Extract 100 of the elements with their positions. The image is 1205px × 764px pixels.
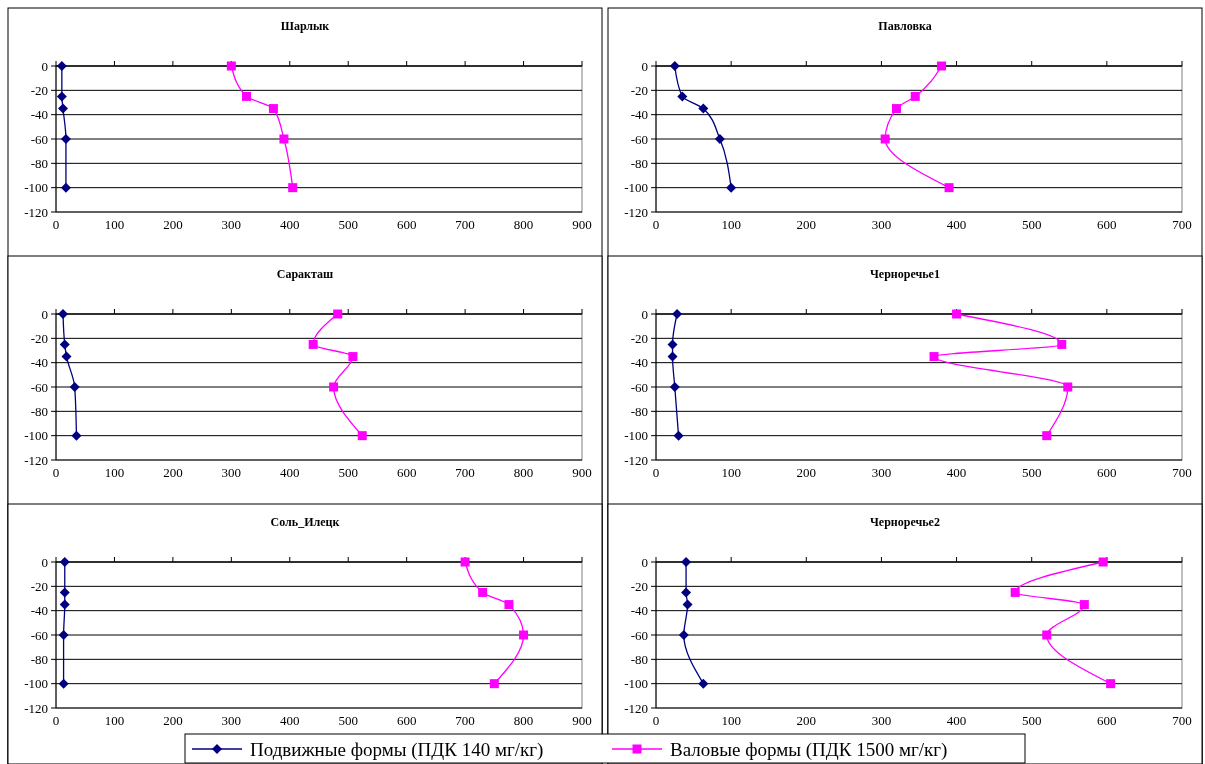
y-tick-label: -60: [630, 379, 648, 395]
y-tick-label: -120: [624, 204, 648, 220]
x-tick-label: 500: [1021, 465, 1042, 480]
point: [672, 309, 683, 319]
x-tick-label: 400: [280, 713, 300, 728]
x-tick-label: 500: [1021, 713, 1042, 728]
point: [242, 91, 252, 101]
point: [59, 557, 70, 567]
x-tick-label: 0: [652, 465, 660, 480]
x-tick-label: 700: [455, 713, 475, 728]
point: [667, 351, 678, 362]
y-tick-label: -80: [630, 651, 648, 667]
y-tick-label: -80: [630, 155, 648, 171]
point: [1042, 431, 1052, 441]
point: [59, 587, 70, 598]
y-tick-label: 0: [641, 554, 648, 570]
x-tick-label: 100: [104, 217, 125, 232]
y-tick-label: -100: [624, 676, 648, 692]
point: [682, 599, 693, 610]
x-tick-label: 0: [52, 713, 60, 728]
x-tick-label: 200: [796, 465, 817, 480]
x-tick-label: 500: [338, 713, 358, 728]
point: [56, 61, 67, 71]
point: [944, 183, 954, 193]
point: [61, 351, 72, 362]
y-tick-label: -80: [30, 403, 48, 419]
x-tick-label: 600: [1097, 465, 1117, 480]
point: [504, 600, 514, 610]
y-tick-label: -80: [30, 651, 48, 667]
chart-title: Соль_Илецк: [270, 515, 340, 529]
point: [1106, 679, 1116, 689]
x-tick-label: 300: [221, 713, 242, 728]
y-tick-label: -100: [624, 180, 648, 196]
y-tick-label: -100: [24, 428, 48, 444]
point: [56, 91, 67, 102]
x-tick-label: 600: [396, 465, 417, 480]
point: [1063, 382, 1073, 392]
point: [519, 630, 529, 640]
point: [669, 382, 680, 392]
x-tick-label: 600: [396, 217, 417, 232]
x-tick-label: 300: [871, 217, 892, 232]
x-tick-label: 800: [513, 217, 534, 232]
point: [268, 104, 278, 114]
x-tick-label: 600: [1097, 713, 1117, 728]
y-tick-label: -80: [630, 403, 648, 419]
point: [58, 678, 69, 689]
point: [1057, 339, 1067, 349]
point: [726, 182, 737, 193]
point: [69, 382, 80, 392]
point: [678, 630, 689, 640]
y-tick-label: -20: [630, 330, 648, 346]
x-tick-label: 100: [721, 217, 741, 232]
point: [329, 382, 339, 392]
x-tick-label: 500: [1021, 217, 1042, 232]
x-tick-label: 700: [1172, 217, 1192, 232]
point: [288, 183, 298, 193]
x-tick-label: 900: [572, 713, 592, 728]
x-tick-label: 700: [455, 217, 475, 232]
x-tick-label: 500: [338, 465, 358, 480]
y-tick-label: -120: [24, 452, 48, 468]
x-tick-label: 0: [52, 217, 60, 232]
point: [937, 61, 947, 71]
y-tick-label: -80: [30, 155, 48, 171]
x-tick-label: 400: [280, 465, 300, 480]
chart-title: Шарлык: [280, 19, 330, 33]
y-tick-label: -100: [24, 676, 48, 692]
y-tick-label: -40: [630, 107, 648, 123]
point: [460, 557, 470, 567]
point: [58, 103, 69, 114]
x-tick-label: 100: [104, 713, 125, 728]
point: [357, 431, 367, 441]
x-tick-label: 200: [163, 465, 183, 480]
y-tick-label: -40: [630, 603, 648, 619]
point: [1098, 557, 1108, 567]
x-tick-label: 100: [721, 713, 741, 728]
x-tick-label: 300: [871, 713, 892, 728]
x-tick-label: 0: [52, 465, 60, 480]
x-tick-label: 200: [163, 713, 183, 728]
point: [226, 61, 236, 71]
x-tick-label: 600: [1097, 217, 1117, 232]
y-tick-label: -40: [630, 355, 648, 371]
point: [59, 339, 70, 350]
point: [58, 309, 69, 319]
y-tick-label: -60: [30, 131, 48, 147]
point: [673, 430, 684, 441]
x-tick-label: 0: [652, 217, 660, 232]
point: [58, 630, 69, 640]
x-tick-label: 400: [946, 217, 967, 232]
point: [667, 339, 678, 350]
point: [59, 599, 70, 610]
y-tick-label: -20: [630, 82, 648, 98]
x-tick-label: 300: [221, 217, 242, 232]
point: [279, 134, 289, 144]
y-tick-label: -20: [630, 578, 648, 594]
x-tick-label: 200: [796, 217, 817, 232]
y-tick-label: 0: [641, 58, 648, 74]
point: [910, 91, 920, 101]
chart-title: Черноречье2: [870, 515, 940, 529]
x-tick-label: 600: [396, 713, 417, 728]
point: [478, 587, 488, 597]
